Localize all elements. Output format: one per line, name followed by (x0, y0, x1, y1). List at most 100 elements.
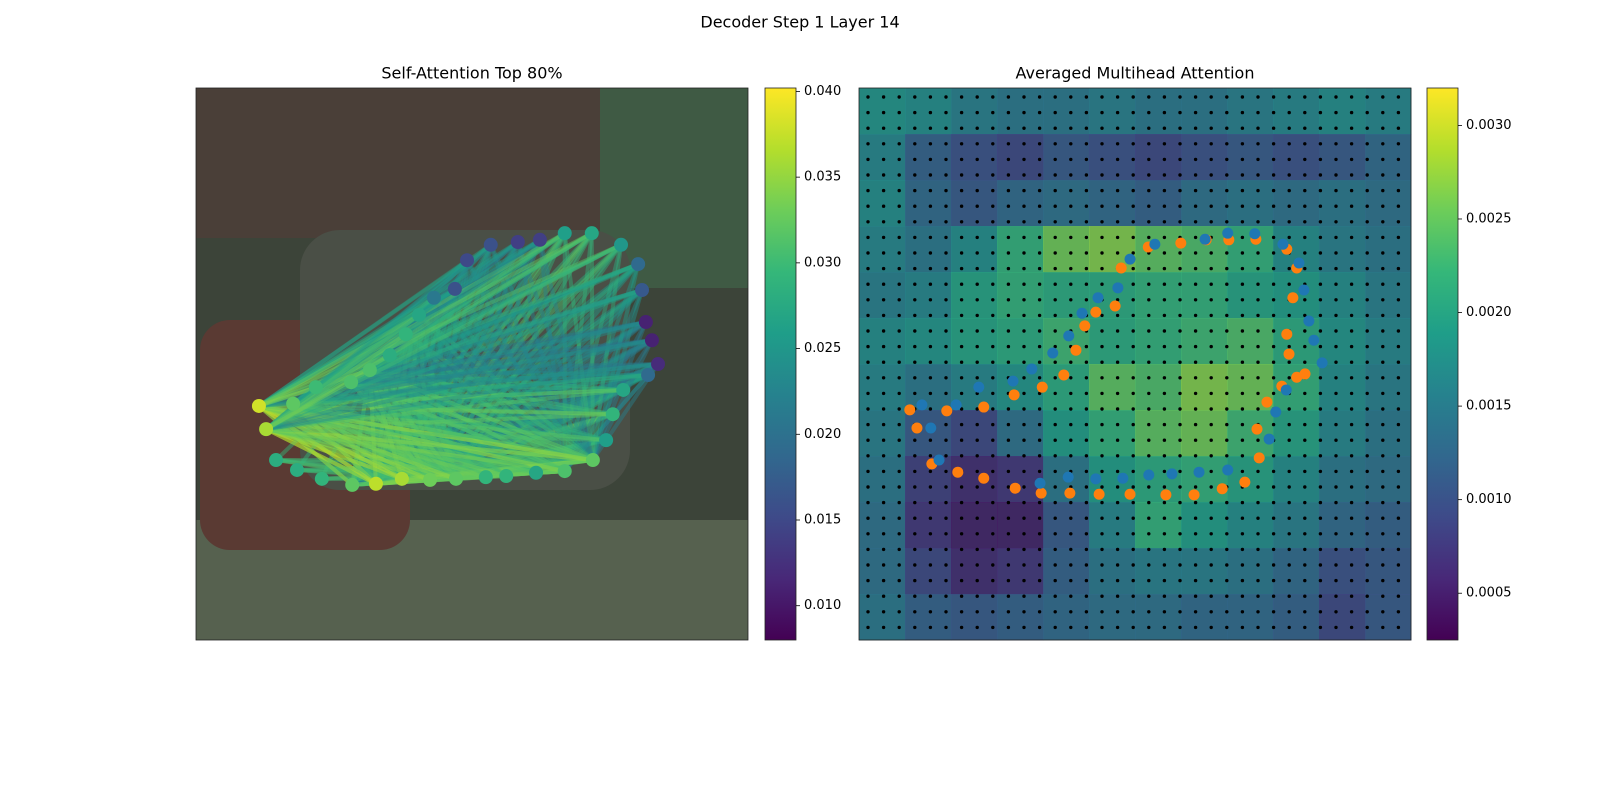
reference-point (913, 532, 917, 536)
attention-line (293, 387, 624, 406)
reference-point (1193, 563, 1198, 567)
heatmap-cell (1181, 502, 1228, 549)
reference-point (975, 157, 979, 162)
reference-point (1131, 95, 1135, 99)
reference-point (1287, 126, 1291, 130)
reference-point (1287, 438, 1291, 442)
point (1239, 476, 1251, 488)
reference-point (1240, 625, 1245, 630)
attention-line (351, 438, 607, 487)
attention-line (400, 243, 623, 481)
attention-line (295, 368, 372, 472)
attention-line (374, 288, 457, 485)
reference-point (1022, 204, 1026, 208)
reference-point (1006, 95, 1011, 99)
node (426, 290, 441, 305)
reference-point (1303, 313, 1307, 318)
reference-point (1178, 422, 1182, 427)
attention-line (403, 333, 458, 480)
attention-line (454, 232, 594, 480)
reference-point (1006, 532, 1011, 536)
heatmap-cell (905, 226, 952, 273)
reference-point (1084, 95, 1089, 99)
reference-point (1053, 594, 1057, 598)
attention-line (374, 320, 647, 486)
reference-point (928, 298, 933, 302)
reference-point (1178, 407, 1182, 411)
reference-point (881, 235, 886, 240)
reference-point (1115, 204, 1120, 208)
reference-point (944, 282, 948, 286)
attention-line (257, 404, 378, 486)
reference-point (1178, 157, 1182, 162)
node (259, 422, 274, 437)
reference-point (1349, 126, 1354, 130)
reference-point (1209, 532, 1213, 536)
heatmap-cell (1043, 548, 1090, 595)
reference-point (1334, 376, 1338, 380)
reference-point (1287, 173, 1291, 177)
reference-point (1287, 625, 1291, 630)
reference-point (1053, 329, 1057, 333)
point (1070, 344, 1082, 356)
attention-line (257, 287, 456, 408)
reference-point (928, 142, 933, 146)
reference-point (1131, 360, 1135, 364)
attention-line (374, 243, 623, 486)
reference-point (928, 344, 933, 349)
reference-point (1209, 220, 1213, 224)
reference-point (1381, 204, 1385, 208)
attention-line (432, 296, 567, 473)
attention-line (400, 231, 594, 481)
reference-point (1006, 251, 1011, 255)
reference-point (975, 563, 979, 567)
heatmap-cell (1273, 88, 1320, 135)
reference-point (1365, 204, 1369, 208)
reference-point (1053, 454, 1057, 458)
attention-line (350, 380, 566, 473)
node (423, 472, 438, 487)
reference-point (1006, 360, 1011, 364)
attention-line (388, 353, 566, 473)
reference-point (975, 469, 979, 474)
attention-line (350, 380, 607, 443)
reference-point (866, 235, 870, 240)
node (382, 348, 397, 363)
reference-point (1006, 344, 1011, 349)
reference-point (1084, 407, 1089, 411)
reference-point (1225, 126, 1229, 130)
point (1063, 330, 1075, 342)
reference-point (991, 266, 995, 271)
reference-point (1115, 157, 1120, 162)
attention-line (562, 263, 641, 472)
heatmap-cell (905, 88, 952, 135)
reference-point (1178, 532, 1182, 536)
reference-point (1162, 110, 1167, 115)
reference-point (1271, 485, 1276, 489)
reference-point (1084, 157, 1089, 162)
point (1193, 466, 1205, 478)
reference-point (881, 204, 886, 208)
reference-point (1240, 500, 1245, 505)
reference-point (1334, 329, 1338, 333)
reference-point (1396, 485, 1401, 489)
attention-line (562, 232, 595, 461)
attention-line (265, 320, 647, 432)
reference-point (1271, 516, 1276, 520)
reference-point (928, 578, 933, 583)
reference-point (1162, 578, 1167, 583)
reference-point (1303, 563, 1307, 567)
reference-point (881, 454, 886, 458)
reference-point (1240, 188, 1245, 193)
reference-point (897, 220, 901, 224)
reference-point (1131, 578, 1135, 583)
reference-point (1022, 438, 1026, 442)
reference-point (1381, 329, 1385, 333)
reference-point (866, 578, 870, 583)
reference-point (1303, 454, 1307, 458)
reference-point (944, 110, 948, 115)
heatmap-cell (1365, 594, 1412, 641)
reference-point (1084, 578, 1089, 583)
attention-line (374, 297, 436, 485)
reference-point (1256, 376, 1260, 380)
